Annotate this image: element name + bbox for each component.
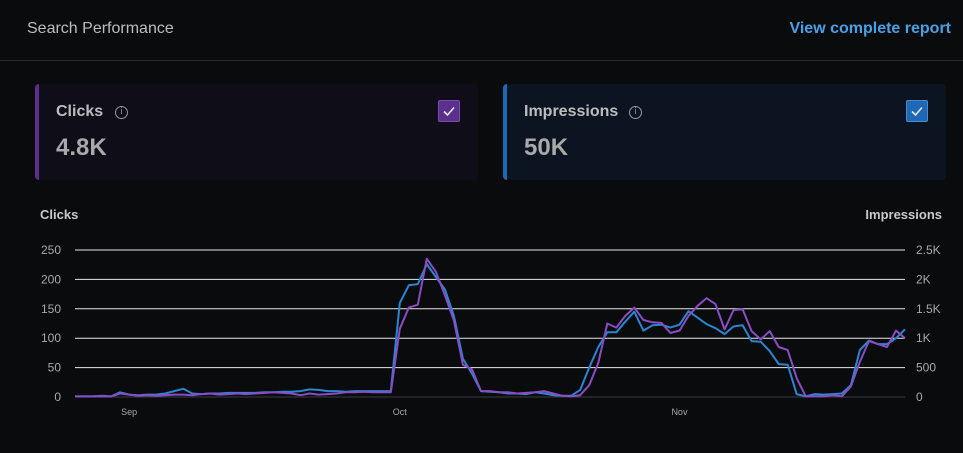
- x-tick-label: Nov: [671, 407, 688, 417]
- y-axis-title-clicks: Clicks: [40, 207, 79, 222]
- y2-tick-label: 2K: [916, 272, 931, 286]
- y-tick-label: 50: [48, 361, 62, 375]
- info-icon[interactable]: i: [115, 106, 128, 119]
- panel-header: Search Performance View complete report: [0, 0, 963, 61]
- y-tick-label: 0: [54, 390, 61, 404]
- y-tick-label: 200: [41, 272, 61, 286]
- y2-tick-label: 1.5K: [916, 302, 941, 316]
- panel-title: Search Performance: [27, 20, 174, 37]
- y-tick-label: 250: [41, 243, 61, 257]
- y2-tick-label: 1K: [916, 331, 931, 345]
- y2-tick-label: 500: [916, 361, 936, 375]
- impressions-value: 50K: [524, 134, 569, 161]
- clicks-label: Clicks: [56, 103, 104, 120]
- checkmark-icon: [911, 106, 923, 117]
- view-complete-report-link[interactable]: View complete report: [789, 20, 951, 37]
- impressions-label: Impressions: [524, 103, 619, 120]
- info-icon[interactable]: i: [629, 106, 642, 119]
- y2-tick-label: 2.5K: [916, 243, 941, 257]
- series-line-impressions: [75, 263, 906, 398]
- clicks-checkbox[interactable]: [438, 100, 460, 122]
- y-tick-label: 150: [41, 302, 61, 316]
- impressions-metric-card[interactable]: Impressions i 50K: [503, 84, 946, 180]
- checkmark-icon: [443, 106, 455, 117]
- clicks-metric-card[interactable]: Clicks i 4.8K: [35, 84, 478, 180]
- x-tick-label: Oct: [393, 407, 408, 417]
- y2-tick-label: 0: [916, 390, 923, 404]
- y-tick-label: 100: [41, 331, 61, 345]
- clicks-value: 4.8K: [56, 134, 107, 161]
- x-tick-label: Sep: [121, 407, 137, 417]
- y-axis-title-impressions: Impressions: [865, 207, 942, 222]
- impressions-checkbox[interactable]: [906, 100, 928, 122]
- series-line-clicks: [75, 257, 906, 398]
